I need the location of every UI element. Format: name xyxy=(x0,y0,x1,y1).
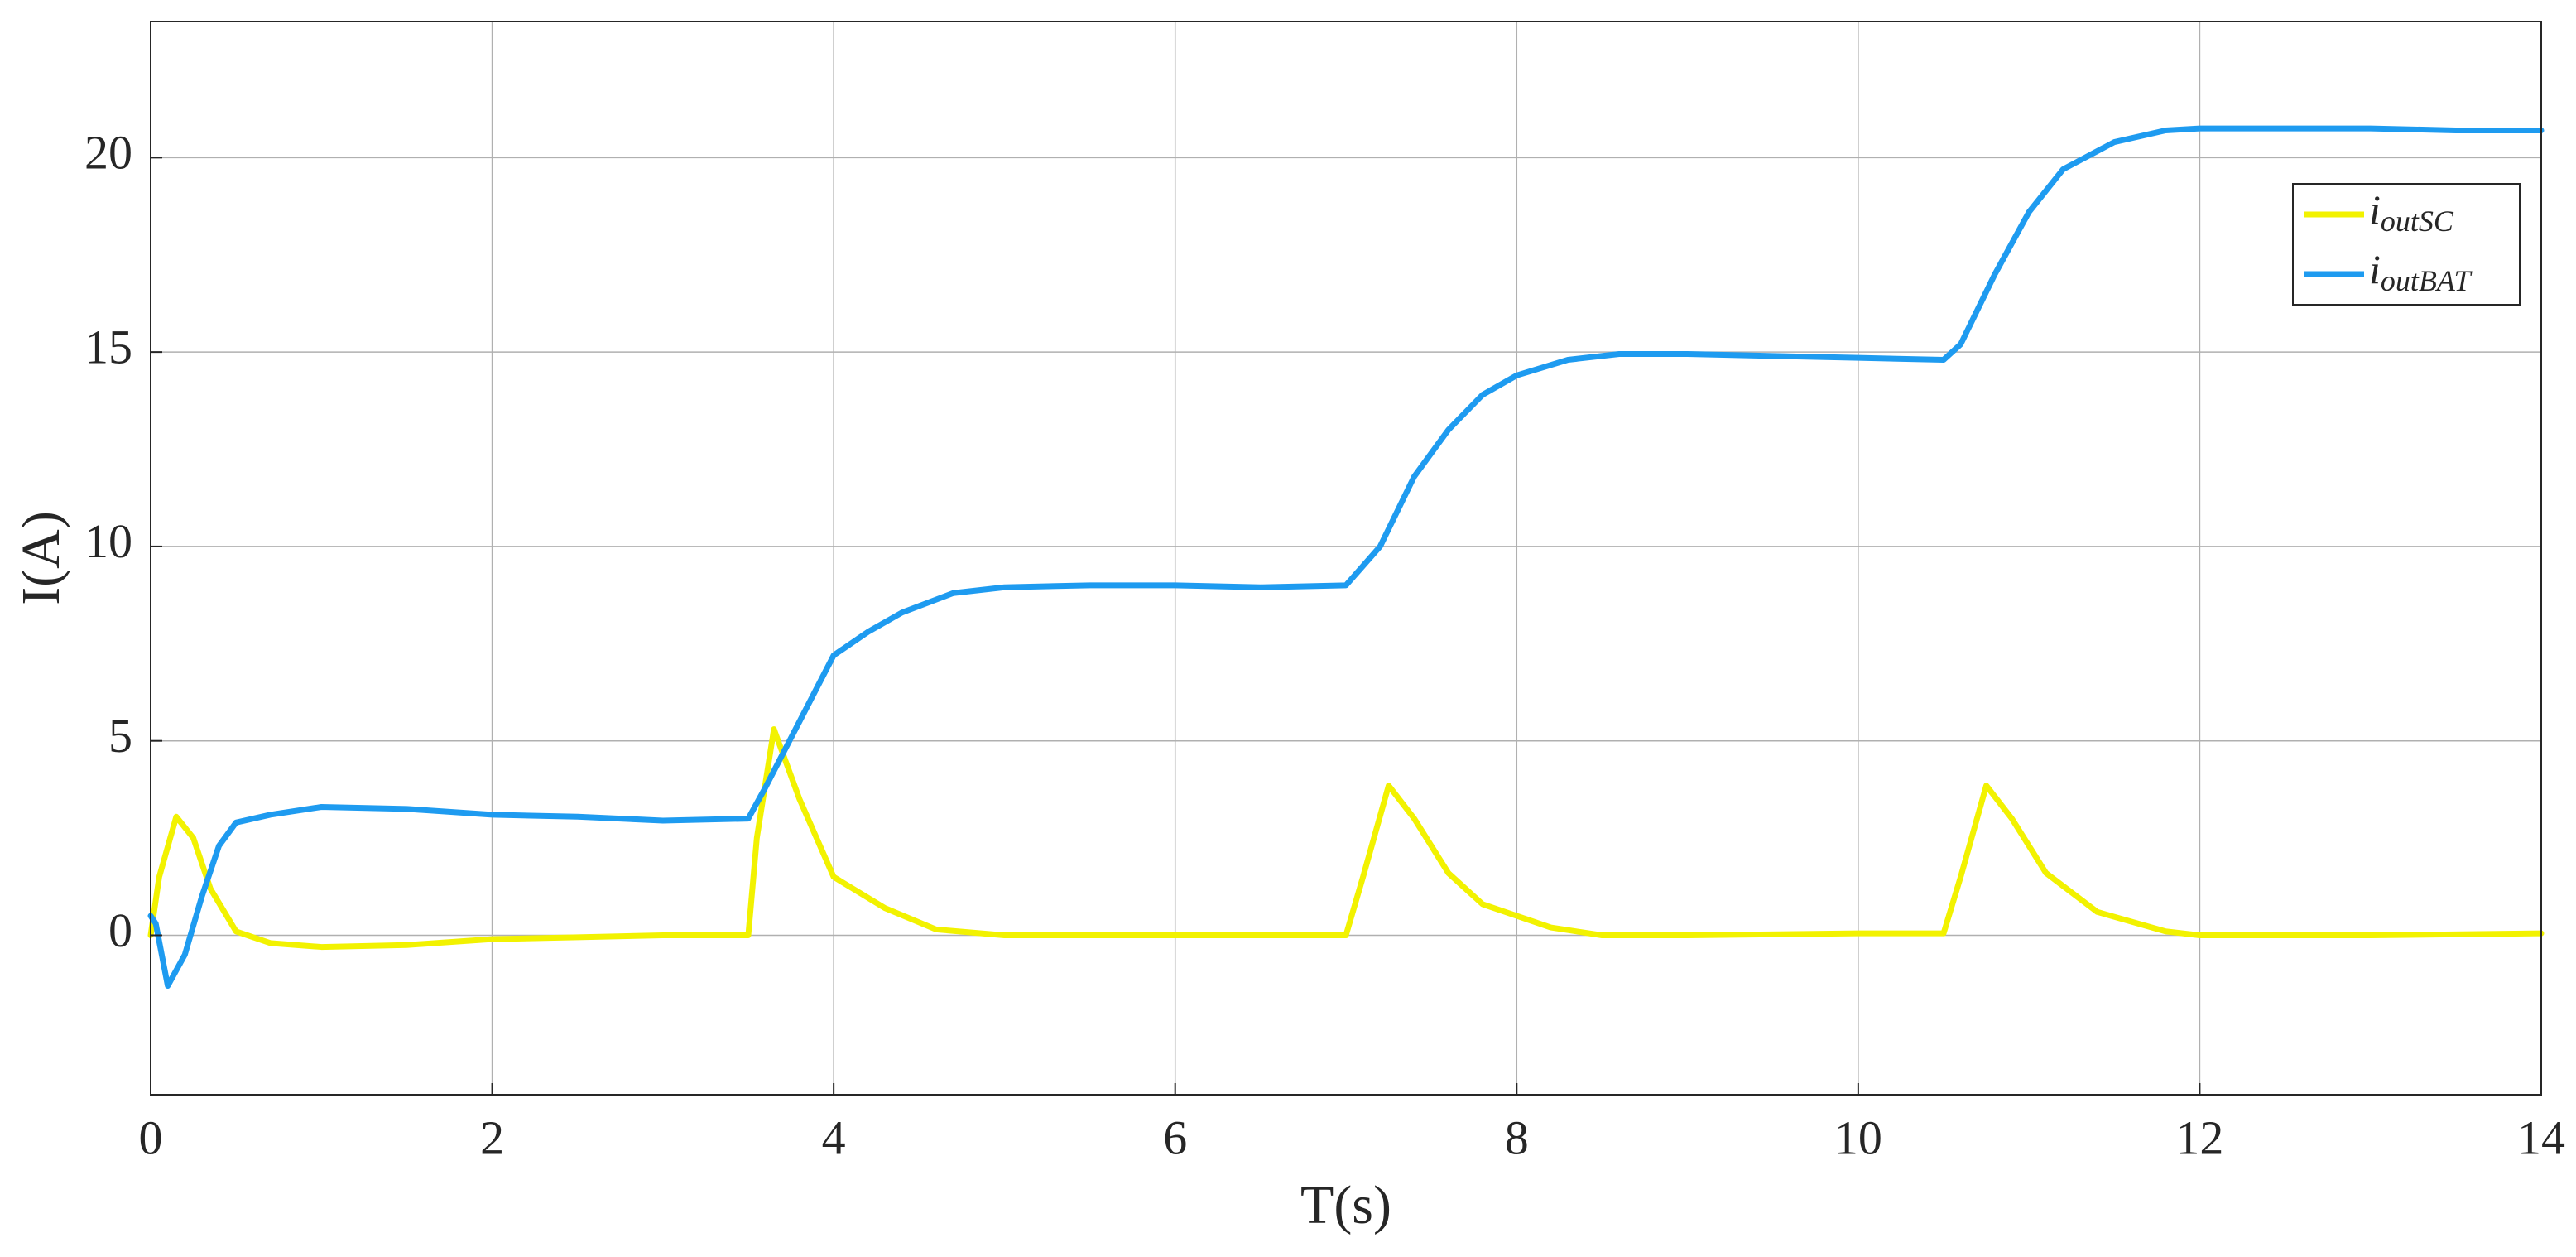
plot-lines xyxy=(147,125,2545,990)
legend-subscript: outSC xyxy=(2381,205,2454,238)
legend-subscript: outBAT xyxy=(2381,264,2473,297)
y-tick-label: 5 xyxy=(108,709,132,763)
legend-label: ioutSC xyxy=(2369,186,2454,238)
y-tick-label: 10 xyxy=(84,514,132,568)
legend-box xyxy=(2292,183,2521,306)
x-tick-label: 8 xyxy=(1505,1110,1529,1164)
ticks: 0 2 4 6 8 10 12 14 0 5 10 15 20 xyxy=(84,126,2565,1165)
legend-label: ioutBAT xyxy=(2369,246,2473,297)
x-tick-label: 0 xyxy=(139,1110,163,1164)
legend-name: i xyxy=(2369,246,2381,292)
x-tick-label: 14 xyxy=(2517,1110,2565,1164)
x-tick-label: 4 xyxy=(822,1110,846,1164)
y-axis-label: I(A) xyxy=(11,511,71,605)
x-tick-label: 2 xyxy=(480,1110,504,1164)
legend-name: i xyxy=(2369,186,2381,233)
x-tick-label: 10 xyxy=(1834,1110,1882,1164)
x-axis-label: T(s) xyxy=(1300,1175,1391,1235)
y-tick-label: 20 xyxy=(84,126,132,180)
series-line xyxy=(147,726,2545,951)
series-line xyxy=(147,125,2545,990)
y-tick-label: 15 xyxy=(84,320,132,373)
x-tick-label: 12 xyxy=(2175,1110,2223,1164)
plot-frame xyxy=(150,21,2542,1096)
y-tick-label: 0 xyxy=(108,903,132,957)
x-tick-label: 6 xyxy=(1163,1110,1187,1164)
